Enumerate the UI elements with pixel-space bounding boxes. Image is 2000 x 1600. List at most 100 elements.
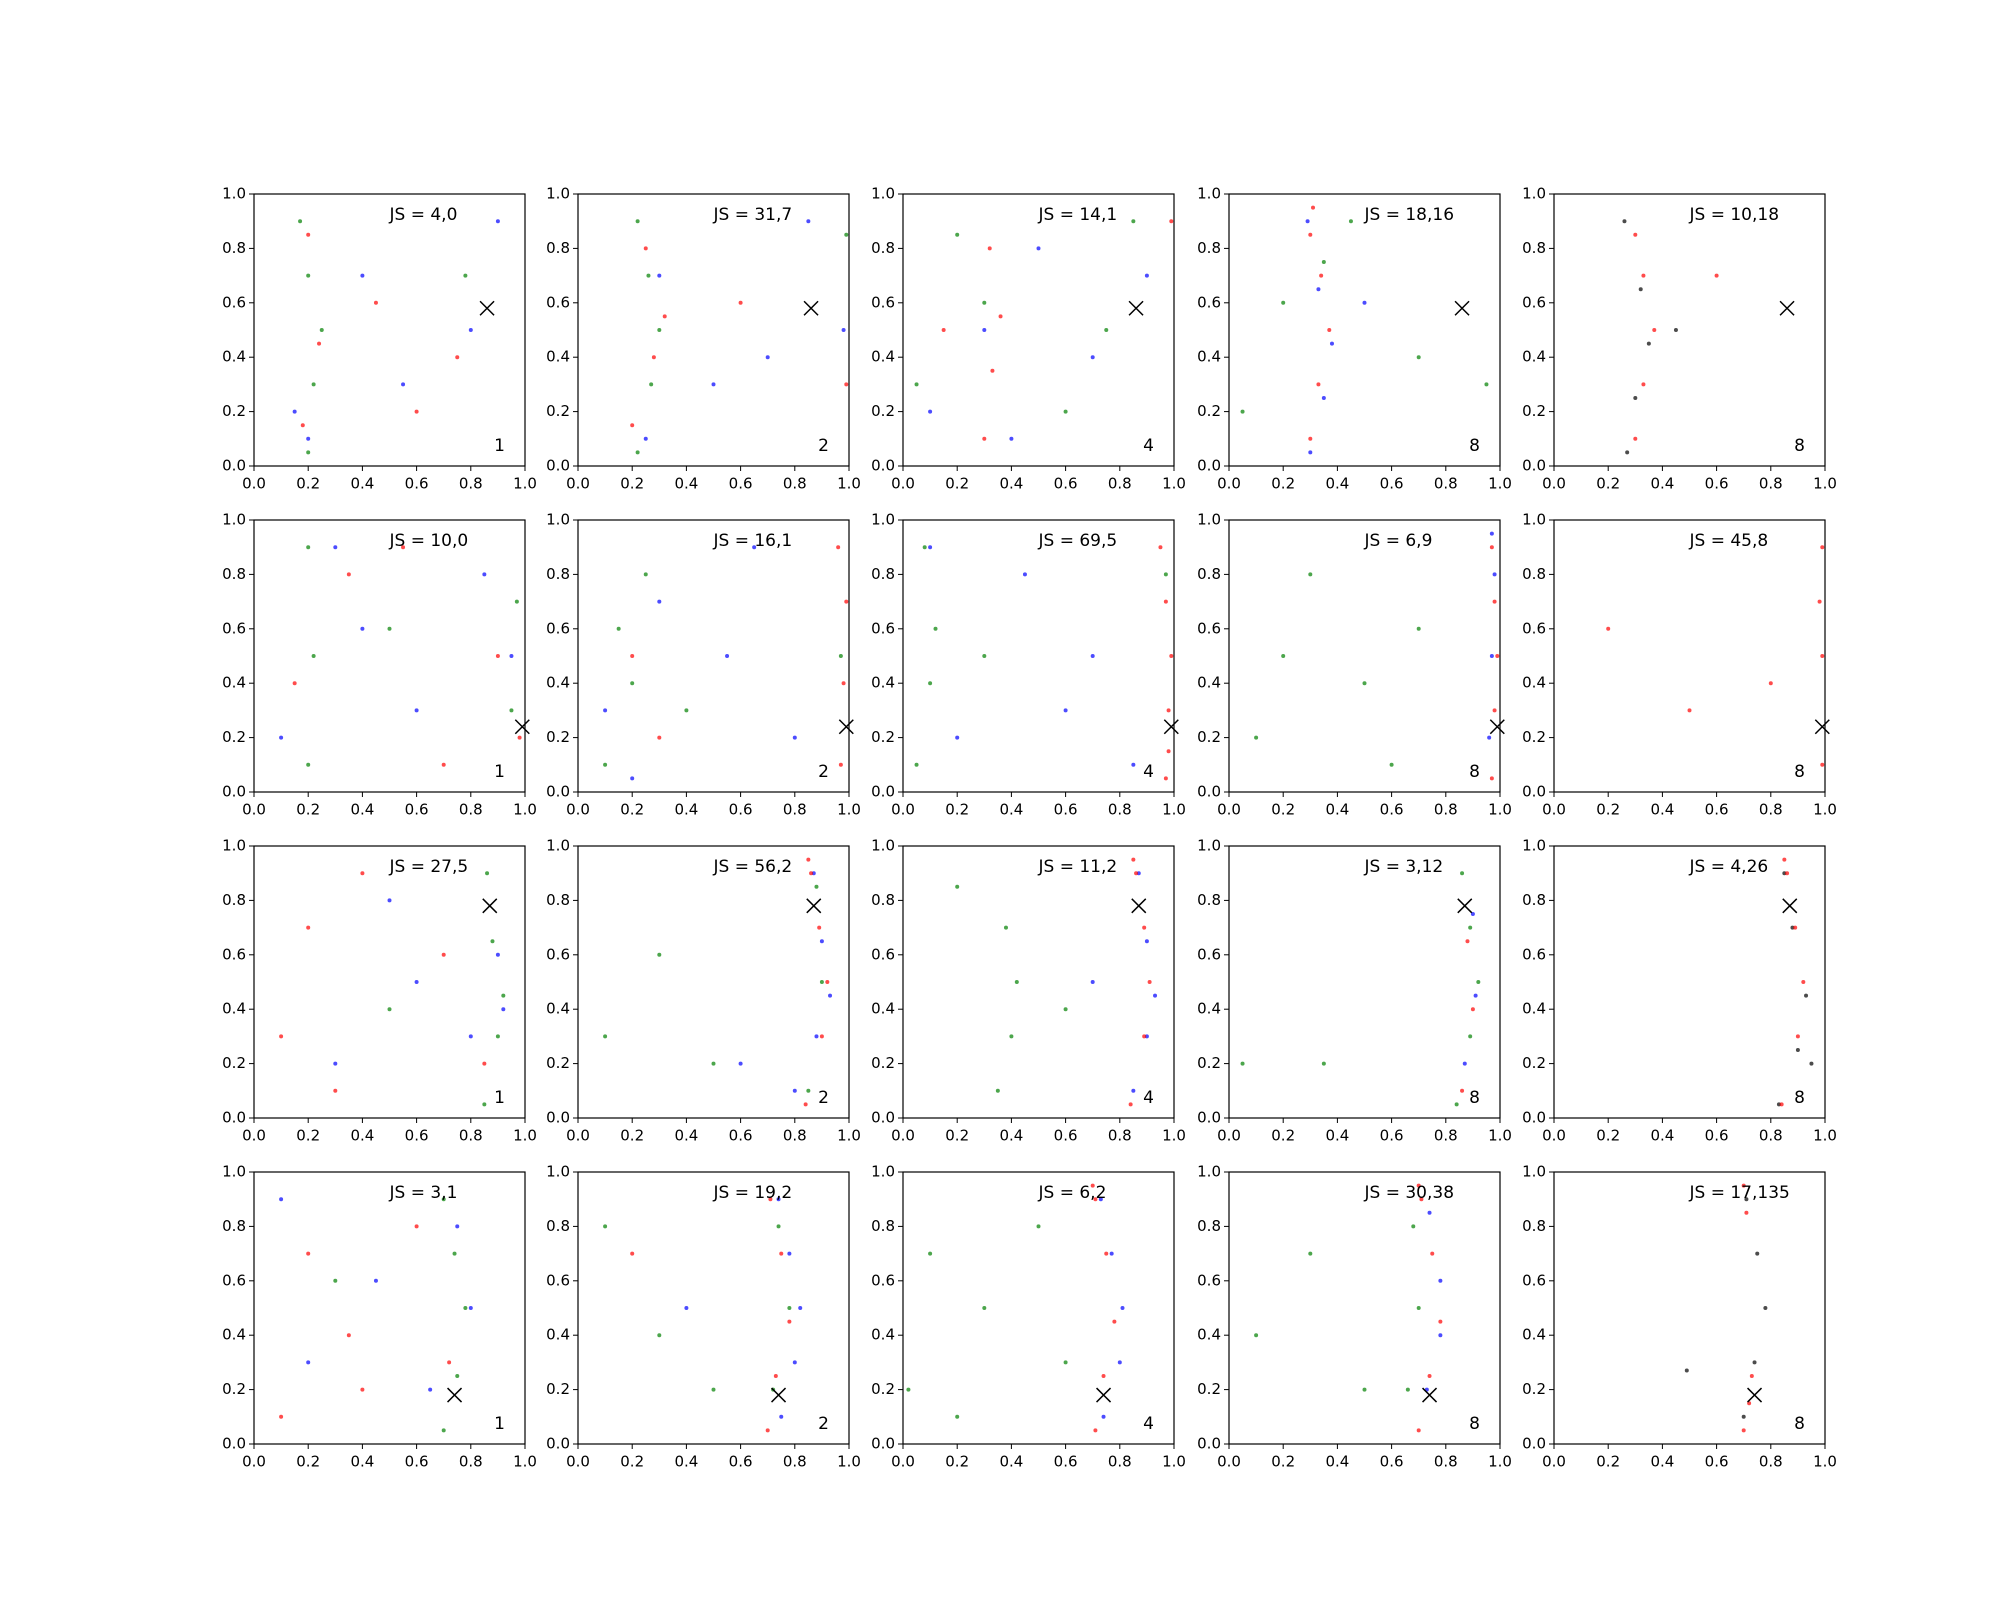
point xyxy=(1329,341,1334,346)
point xyxy=(1744,1210,1749,1215)
y-tick-label: 1.0 xyxy=(871,511,895,529)
point xyxy=(603,762,608,767)
y-tick-label: 0.0 xyxy=(1197,1435,1221,1453)
plot-frame xyxy=(902,519,1175,793)
point xyxy=(414,409,419,414)
point xyxy=(1117,1360,1122,1365)
target-marker xyxy=(1782,898,1798,914)
point xyxy=(1169,654,1174,658)
x-tick-label: 0.6 xyxy=(729,1127,753,1145)
point xyxy=(787,1306,792,1310)
point xyxy=(1090,654,1095,658)
y-tick-label: 1.0 xyxy=(222,1163,246,1181)
y-tick-label: 0.6 xyxy=(871,945,895,963)
point xyxy=(844,232,849,237)
x-tick-label: 0.4 xyxy=(1650,1127,1674,1145)
point xyxy=(517,735,522,740)
x-tick-label: 0.2 xyxy=(945,801,969,819)
panel: JS = 45,8 8 0.0 0.2 0.4 0.6 0.8 1.0 0.0 0.2 0.4 0.6… xyxy=(1522,511,1837,819)
y-tick-label: 0.4 xyxy=(1522,674,1546,692)
y-tick-label: 0.4 xyxy=(546,674,570,692)
point xyxy=(1755,1251,1760,1256)
x-tick-label: 0.8 xyxy=(1434,475,1458,493)
x-tick-label: 0.4 xyxy=(674,1127,698,1145)
x-tick-label: 0.6 xyxy=(1705,801,1729,819)
point xyxy=(495,952,500,957)
x-tick-label: 0.0 xyxy=(1217,475,1241,493)
point xyxy=(1779,1102,1784,1107)
panel-label: 4 xyxy=(1143,1414,1154,1434)
panel-label: 8 xyxy=(1794,762,1805,782)
x-tick-label: 0.4 xyxy=(1650,1453,1674,1471)
point xyxy=(1641,273,1646,278)
point xyxy=(819,980,824,984)
x-tick-label: 0.0 xyxy=(1542,801,1566,819)
y-tick-label: 0.0 xyxy=(222,1109,246,1127)
point xyxy=(1438,1278,1443,1283)
x-tick-label: 0.8 xyxy=(459,1127,483,1145)
point xyxy=(306,273,311,278)
point xyxy=(1795,1048,1800,1052)
panel-label: 8 xyxy=(1469,436,1480,456)
point xyxy=(1120,1306,1125,1310)
y-tick-label: 1.0 xyxy=(1197,1163,1221,1181)
point xyxy=(1281,300,1286,305)
point xyxy=(1144,939,1149,944)
x-tick-label: 0.4 xyxy=(350,801,374,819)
point xyxy=(1820,654,1825,658)
point xyxy=(1622,219,1627,224)
point xyxy=(1489,776,1494,781)
target-marker xyxy=(1747,1387,1763,1403)
x-tick-label: 0.2 xyxy=(620,475,644,493)
x-tick-label: 1.0 xyxy=(1162,1453,1186,1471)
x-tick-label: 0.0 xyxy=(242,1453,266,1471)
point xyxy=(1468,1034,1473,1039)
point xyxy=(463,273,468,278)
x-tick-label: 0.2 xyxy=(1271,1453,1295,1471)
js-annotation: JS = 11,2 xyxy=(1038,857,1118,877)
point xyxy=(482,572,487,577)
point xyxy=(1163,599,1168,604)
target-marker xyxy=(482,898,498,914)
plot-frame xyxy=(253,519,526,793)
point xyxy=(1131,1088,1136,1093)
y-tick-label: 0.8 xyxy=(1522,239,1546,257)
point xyxy=(1489,545,1494,550)
point xyxy=(1492,708,1497,713)
panel: JS = 56,2 2 0.0 0.2 0.4 0.6 0.8 1.0 0.0 0.2 0.4 0.6… xyxy=(546,837,861,1145)
point xyxy=(657,735,662,740)
y-tick-label: 1.0 xyxy=(1522,1163,1546,1181)
point xyxy=(1109,1251,1114,1256)
x-tick-label: 0.2 xyxy=(620,801,644,819)
x-tick-label: 0.6 xyxy=(1054,1127,1078,1145)
x-tick-label: 0.0 xyxy=(1217,1453,1241,1471)
y-tick-label: 1.0 xyxy=(871,1163,895,1181)
point xyxy=(300,423,305,428)
point xyxy=(1809,1061,1814,1066)
point xyxy=(346,1333,351,1338)
x-tick-label: 0.0 xyxy=(1542,475,1566,493)
y-tick-label: 1.0 xyxy=(871,837,895,855)
point xyxy=(792,1088,797,1093)
point xyxy=(1470,912,1475,916)
x-tick-label: 0.0 xyxy=(1217,1127,1241,1145)
point xyxy=(1090,980,1095,984)
y-tick-label: 0.6 xyxy=(1522,619,1546,637)
point xyxy=(360,626,365,631)
point xyxy=(1240,409,1245,414)
x-tick-label: 0.0 xyxy=(891,801,915,819)
x-tick-label: 0.0 xyxy=(566,475,590,493)
x-tick-label: 0.4 xyxy=(1325,801,1349,819)
y-tick-label: 0.4 xyxy=(1522,348,1546,366)
point xyxy=(646,273,651,278)
x-tick-label: 1.0 xyxy=(1488,1453,1512,1471)
x-tick-label: 1.0 xyxy=(1488,1127,1512,1145)
y-tick-label: 0.0 xyxy=(546,1109,570,1127)
point xyxy=(346,572,351,577)
point xyxy=(1254,1333,1259,1338)
point xyxy=(1022,572,1027,577)
y-tick-label: 0.2 xyxy=(1197,402,1221,420)
y-tick-label: 0.2 xyxy=(1522,1054,1546,1072)
y-tick-label: 0.6 xyxy=(222,293,246,311)
point xyxy=(501,993,506,998)
